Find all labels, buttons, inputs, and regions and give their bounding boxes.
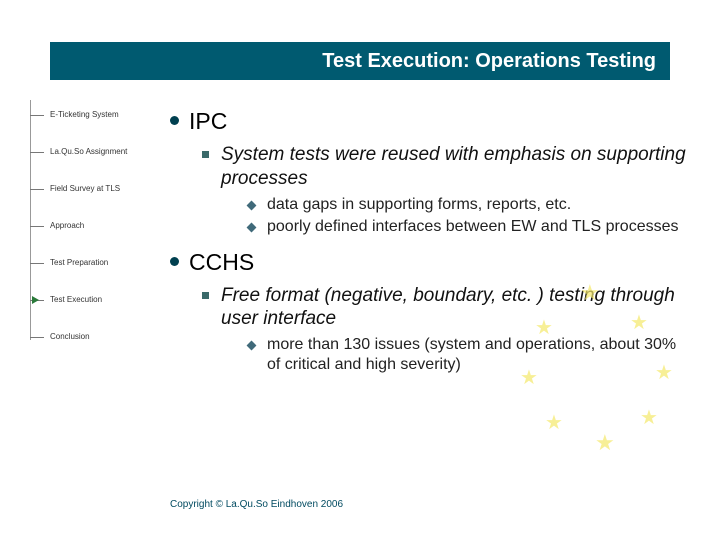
tree-connector (30, 100, 31, 340)
sidebar-item-laquso: La.Qu.So Assignment (30, 147, 140, 156)
section-heading: IPC (170, 108, 690, 135)
heading-text: CCHS (189, 249, 254, 276)
square-bullet-icon (202, 292, 209, 299)
square-bullet-icon (202, 151, 209, 158)
section-heading: CCHS (170, 249, 690, 276)
diamond-bullet-icon (247, 341, 257, 351)
diamond-bullet-icon (247, 200, 257, 210)
sidebar-item-label: Field Survey at TLS (50, 184, 120, 193)
heading-text: IPC (189, 108, 227, 135)
diamond-bullet-icon (247, 222, 257, 232)
detail-text: data gaps in supporting forms, reports, … (267, 195, 571, 215)
disc-bullet-icon (170, 257, 179, 266)
disc-bullet-icon (170, 116, 179, 125)
active-arrow-icon (32, 296, 39, 304)
detail-point: data gaps in supporting forms, reports, … (248, 195, 690, 215)
star-icon: ★ (640, 405, 658, 430)
sidebar-item-conclusion: Conclusion (30, 332, 140, 341)
sub-point: Free format (negative, boundary, etc. ) … (202, 284, 690, 332)
sub-text: System tests were reused with emphasis o… (221, 143, 690, 191)
sub-text: Free format (negative, boundary, etc. ) … (221, 284, 690, 332)
slide-content: IPC System tests were reused with emphas… (170, 108, 690, 377)
detail-point: more than 130 issues (system and operati… (248, 335, 690, 375)
sidebar-item-label: E-Ticketing System (50, 110, 119, 119)
sidebar-item-label: Approach (50, 221, 84, 230)
sidebar-item-field-survey: Field Survey at TLS (30, 184, 140, 193)
sidebar-item-label: La.Qu.So Assignment (50, 147, 127, 156)
sidebar-item-label: Test Execution (50, 295, 102, 304)
star-icon: ★ (545, 410, 563, 435)
copyright-footer: Copyright © La.Qu.So Eindhoven 2006 (170, 499, 343, 510)
title-bar: Test Execution: Operations Testing (50, 42, 670, 80)
sidebar-item-test-preparation: Test Preparation (30, 258, 140, 267)
sidebar-item-label: Conclusion (50, 332, 90, 341)
sub-point: System tests were reused with emphasis o… (202, 143, 690, 191)
sidebar-item-test-execution: Test Execution (30, 295, 140, 304)
detail-text: poorly defined interfaces between EW and… (267, 217, 679, 237)
detail-point: poorly defined interfaces between EW and… (248, 217, 690, 237)
slide-title: Test Execution: Operations Testing (322, 50, 656, 73)
sidebar-nav: E-Ticketing System La.Qu.So Assignment F… (30, 110, 140, 369)
sidebar-item-approach: Approach (30, 221, 140, 230)
sidebar-item-eticketing: E-Ticketing System (30, 110, 140, 119)
detail-text: more than 130 issues (system and operati… (267, 335, 690, 375)
star-icon: ★ (595, 430, 615, 456)
sidebar-item-label: Test Preparation (50, 258, 108, 267)
